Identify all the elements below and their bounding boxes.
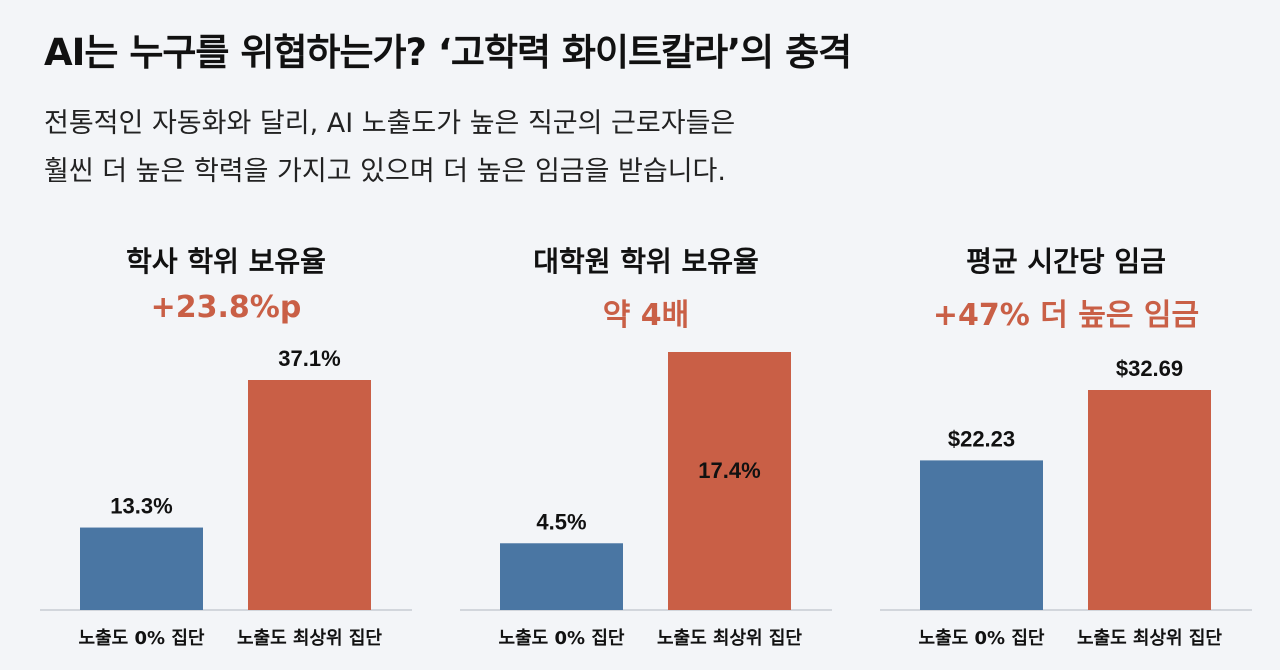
chart-headline: 약 4배 [602,298,690,333]
chart-headline: +23.8%p [150,290,302,325]
bar-chart-graduate: 4.5% 노출도 0% 집단 17.4% 노출도 최상위 집단 [460,352,832,649]
category-label: 노출도 최상위 집단 [237,628,382,649]
subtitle-line-1: 전통적인 자동화와 달리, AI 노출도가 높은 직군의 근로자들은 [44,108,736,139]
bar-chart-wage: $22.23 노출도 0% 집단 $32.69 노출도 최상위 집단 [880,356,1252,649]
subtitle-line-2: 훨씬 더 높은 학력을 가지고 있으며 더 높은 임금을 받습니다. [44,156,726,187]
bar-chart-bachelor: 13.3% 노출도 0% 집단 37.1% 노출도 최상위 집단 [40,346,412,649]
category-label: 노출도 최상위 집단 [657,628,802,649]
page-subtitle: 전통적인 자동화와 달리, AI 노출도가 높은 직군의 근로자들은 훨씬 더 … [44,100,1044,196]
bar-top-exposure [248,380,371,610]
bar-low-exposure [500,543,623,610]
category-label: 노출도 0% 집단 [919,628,1045,649]
chart-title: 학사 학위 보유율 [126,245,326,278]
bar-value-label: 13.3% [110,494,172,519]
chart-title: 대학원 학위 보유율 [533,245,759,278]
chart-panel-wage: 평균 시간당 임금 +47% 더 높은 임금 $22.23 노출도 0% 집단 $3… [880,230,1252,670]
chart-panel-bachelor: 학사 학위 보유율 +23.8%p 13.3% 노출도 0% 집단 37.1% 노출도… [40,230,412,670]
bar-top-exposure [1088,390,1211,610]
bar-value-label: 17.4% [698,458,760,483]
bar-value-label: $22.23 [948,426,1015,451]
page-title: AI는 누구를 위협하는가? ‘고학력 화이트칼라’의 충격 [44,31,852,74]
bar-value-label: $32.69 [1116,356,1183,381]
chart-title: 평균 시간당 임금 [966,245,1166,278]
category-label: 노출도 최상위 집단 [1077,628,1222,649]
category-label: 노출도 0% 집단 [499,628,625,649]
bar-top-exposure [668,352,791,610]
category-label: 노출도 0% 집단 [79,628,205,649]
bar-low-exposure [920,460,1043,610]
bar-value-label: 37.1% [278,346,340,371]
bar-value-label: 4.5% [536,509,586,534]
bar-low-exposure [80,527,203,610]
chart-headline: +47% 더 높은 임금 [932,298,1200,333]
chart-panel-graduate: 대학원 학위 보유율 약 4배 4.5% 노출도 0% 집단 17.4% 노출도 최상… [460,230,832,670]
